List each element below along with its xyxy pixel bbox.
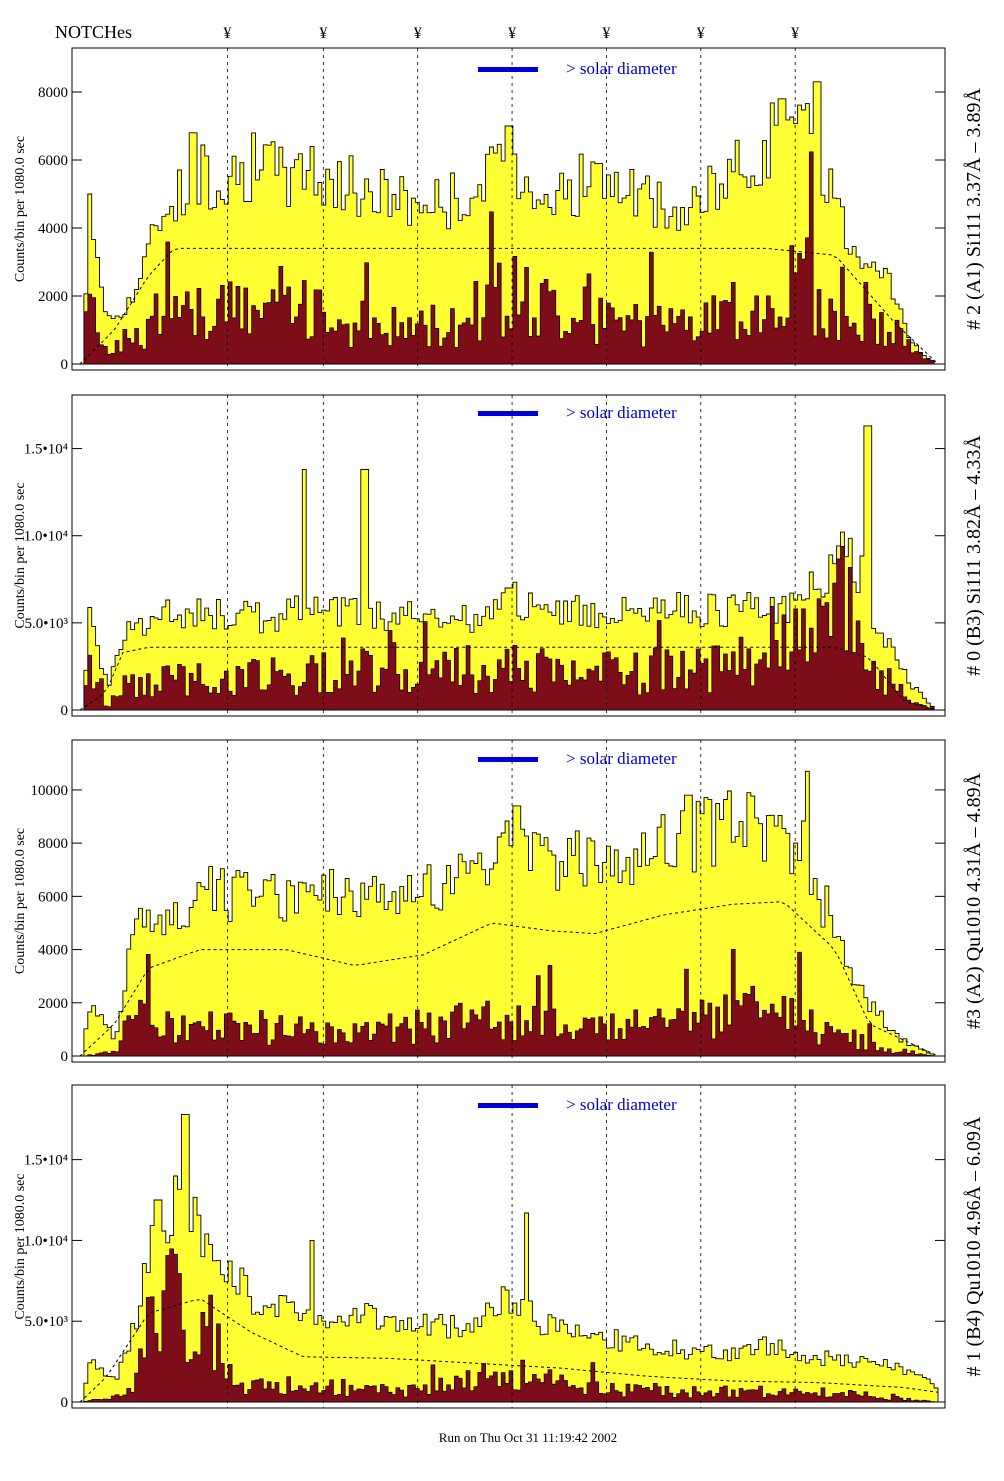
y-tick-label: 6000 [38,889,68,905]
plot-frame [71,1084,946,1409]
legend-bar [478,757,538,762]
y-tick-label: 1.0•10⁴ [24,529,68,545]
plot-frame [71,739,946,1063]
legend-bar [478,1103,538,1108]
chart-panel-2: 0 5.0•10³ 1.0•10⁴ 1.5•10⁴ Counts/bin per 108… [13,394,985,719]
y-tick-label: 0 [61,1049,69,1065]
y-tick-label: 6000 [38,153,68,169]
y-tick-label: 2000 [38,996,68,1012]
y-tick-label: 0 [61,703,69,719]
counts-histogram-series [80,770,938,1057]
chart-panel-1: 0 2000 4000 6000 8000 Counts/bin per 1080.0 s… [13,47,985,373]
y-tick-label: 5.0•10³ [25,1314,69,1330]
counts-histogram-series [80,81,938,365]
notch-marker: ¥ [791,25,799,42]
legend-label: > solar diameter [566,749,677,768]
notch-marker: ¥ [697,25,705,42]
y-tick-label: 0 [61,1395,69,1411]
y-tick-label: 8000 [38,836,68,852]
notch-marker: ¥ [414,25,422,42]
notches-row: NOTCHes ¥ ¥ ¥ ¥ ¥ ¥ ¥ [55,22,799,42]
plot-frame [71,47,946,371]
legend-bar [478,411,538,416]
panel-title: # 1 (B4) Qu1010 4.96Å – 6.09Å [963,1116,985,1377]
notch-marker: ¥ [319,25,327,42]
y-tick-label: 1.5•10⁴ [24,442,68,458]
plot-frame [71,394,946,717]
notch-marker: ¥ [602,25,610,42]
background-histogram-series [80,948,938,1057]
background-histogram-series [80,151,938,365]
y-tick-label: 10000 [31,783,69,799]
y-tick-label: 8000 [38,85,68,101]
y-tick-label: 1.5•10⁴ [24,1153,68,1169]
chart-panel-4: 0 5.0•10³ 1.0•10⁴ 1.5•10⁴ Counts/bin per 108… [13,1084,985,1411]
y-axis-label: Counts/bin per 1080.0 sec [13,1173,28,1319]
legend-label: > solar diameter [566,1095,677,1114]
y-tick-label: 4000 [38,943,68,959]
background-histogram-series [80,546,938,711]
notch-marker: ¥ [508,25,516,42]
counts-histogram-series [80,425,938,711]
legend-label: > solar diameter [566,403,677,422]
legend-bar [478,67,538,72]
counts-histogram-series [80,1113,939,1403]
panel-title: # 2 (A1) Si111 3.37Å – 3.89Å [963,88,985,330]
panel-title: #3 (A2) Qu1010 4.31Å – 4.89Å [963,772,985,1029]
notches-label: NOTCHes [55,22,132,42]
panel-title: # 0 (B3) Si111 3.82Å – 4.33Å [963,435,985,676]
run-timestamp: Run on Thu Oct 31 11:19:42 2002 [439,1430,617,1445]
y-tick-label: 0 [61,357,69,373]
y-tick-label: 4000 [38,221,68,237]
legend-label: > solar diameter [566,59,677,78]
chart-panel-3: 0 2000 4000 6000 8000 10000 Counts/bin per 108… [13,739,985,1065]
y-axis-label: Counts/bin per 1080.0 sec [13,828,28,974]
y-tick-label: 5.0•10³ [25,616,69,632]
y-axis-label: Counts/bin per 1080.0 sec [13,136,28,282]
mean-profile-curve [79,1298,939,1403]
y-axis-label: Counts/bin per 1080.0 sec [13,482,28,628]
background-histogram-series [80,1248,938,1403]
y-tick-label: 1.0•10⁴ [24,1233,68,1249]
y-tick-label: 2000 [38,289,68,305]
notch-marker: ¥ [223,25,231,42]
